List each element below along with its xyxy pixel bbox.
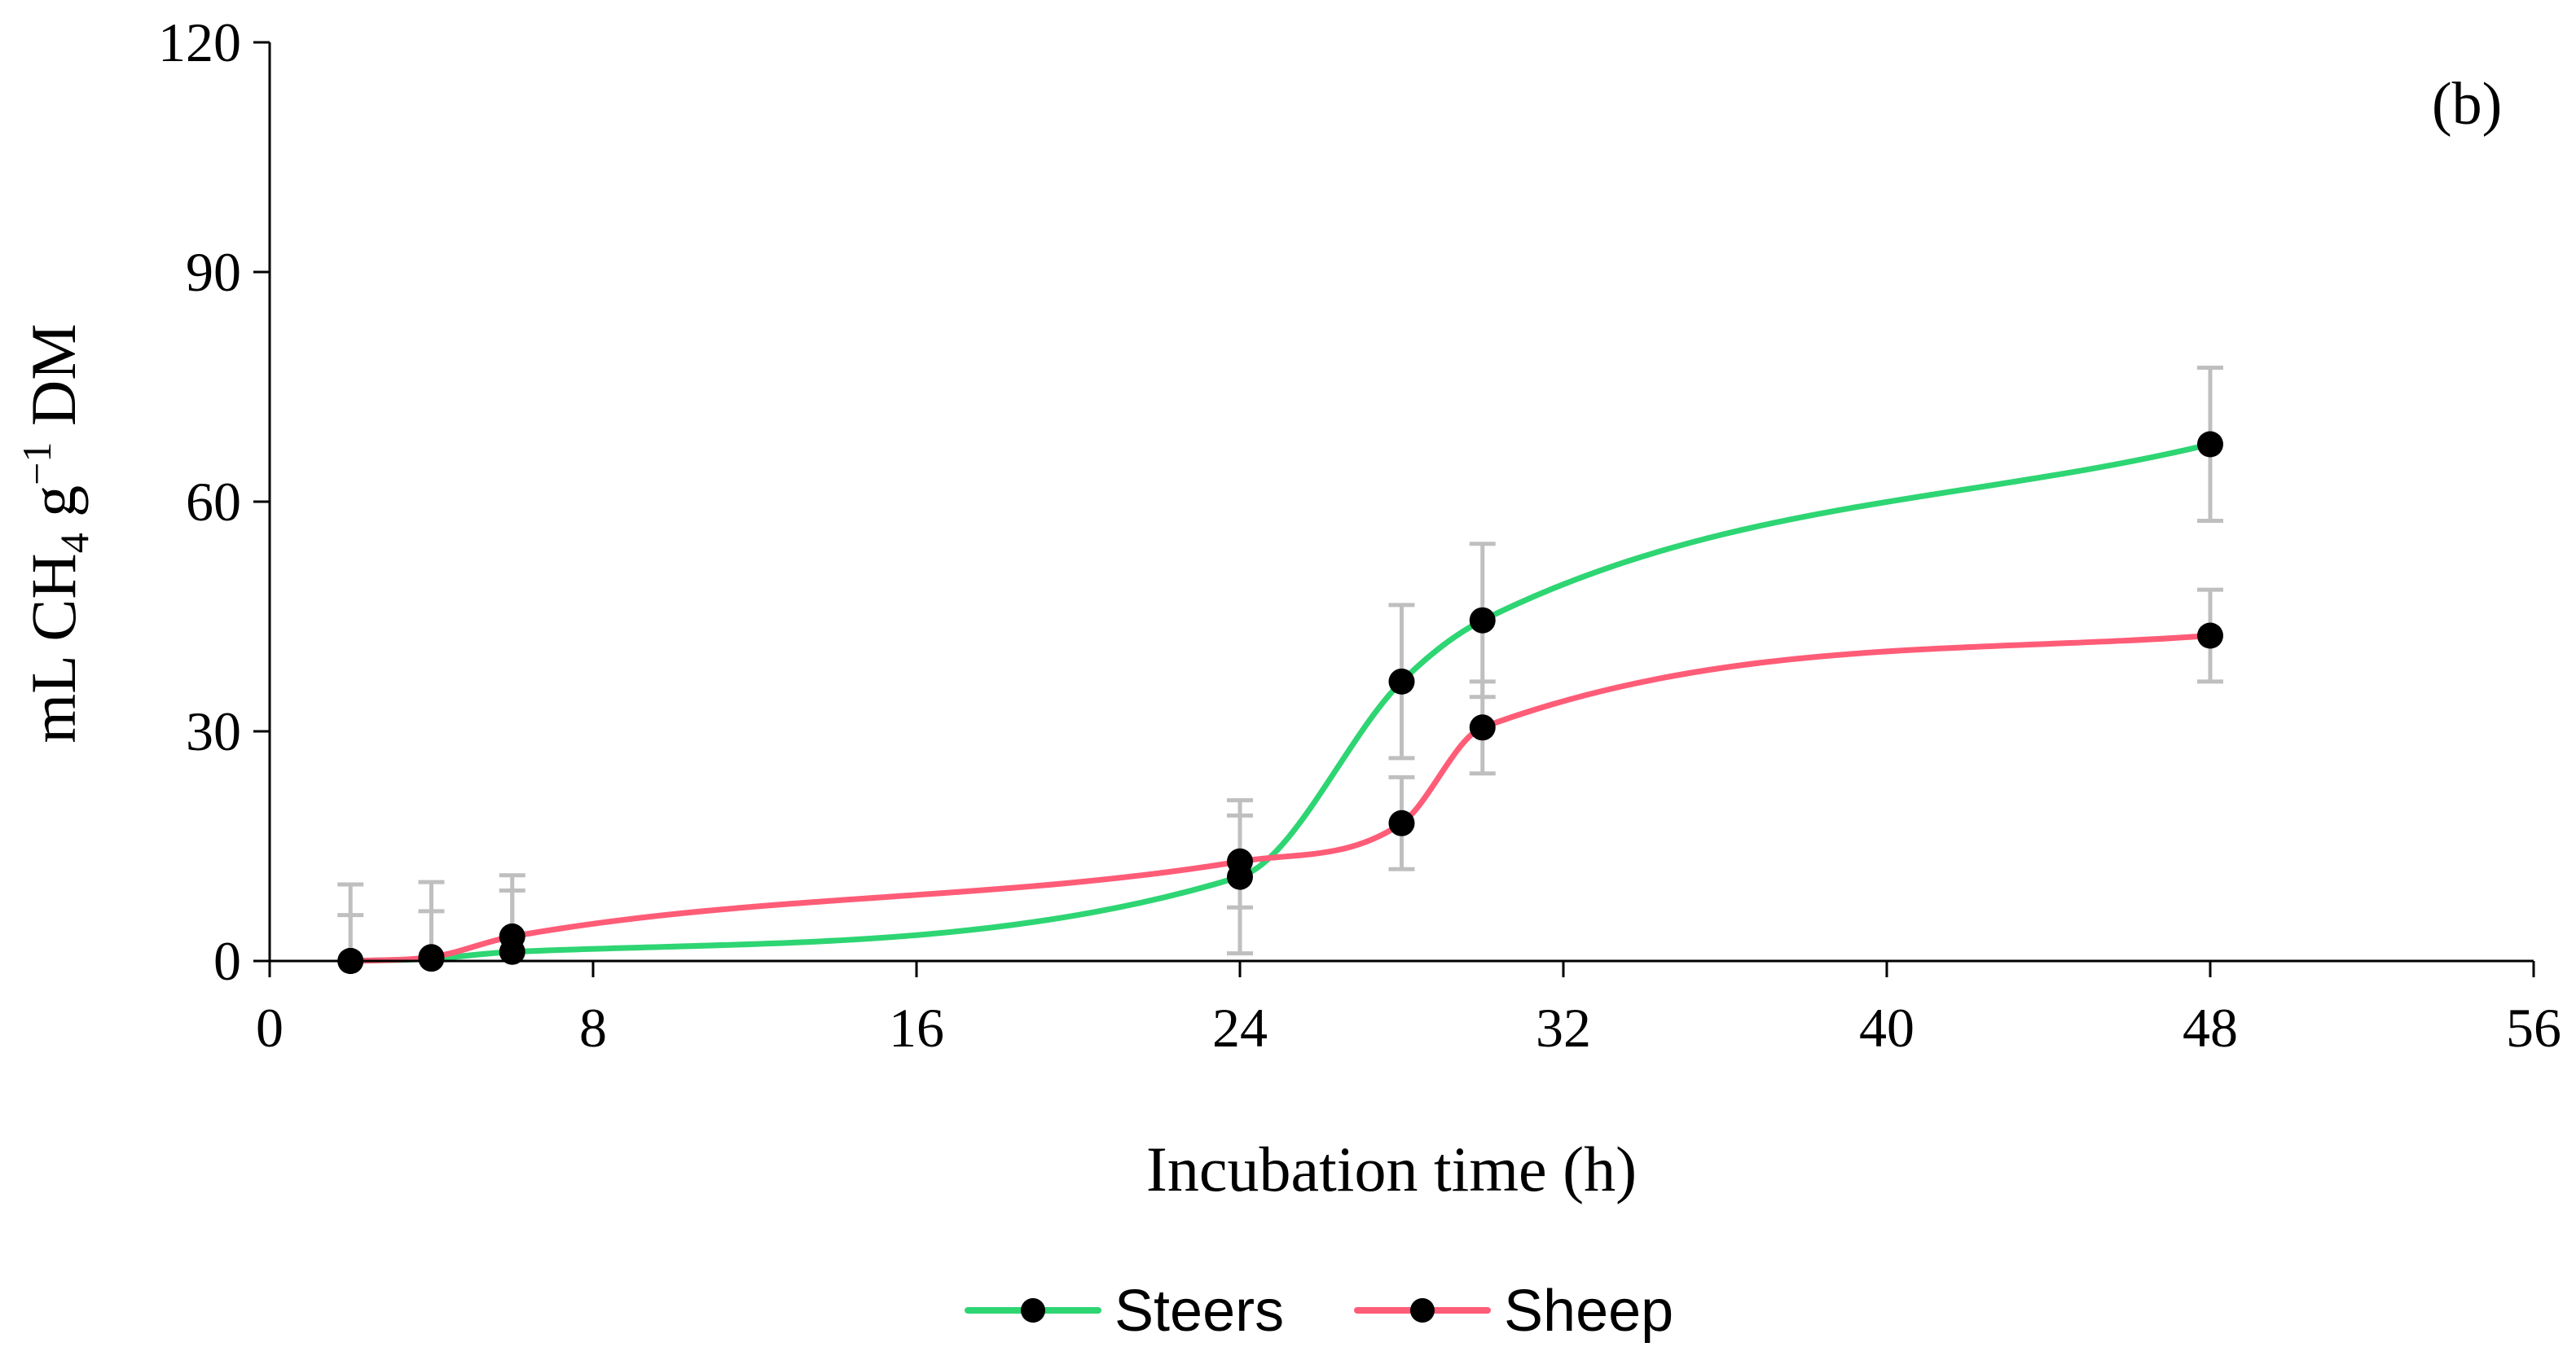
- x-tick-label: 16: [889, 997, 944, 1059]
- y-title-prefix: mL CH: [18, 553, 89, 743]
- sheep-data-point[interactable]: [499, 923, 525, 950]
- x-tick-label: 40: [1859, 997, 1914, 1059]
- y-title-suffix: DM: [18, 323, 89, 441]
- x-tick-label: 32: [1536, 997, 1591, 1059]
- y-ticks: 0 30 60 90 120: [158, 11, 270, 992]
- x-tick-label: 24: [1212, 997, 1268, 1059]
- sheep-data-point[interactable]: [2197, 622, 2223, 649]
- steers-data-point[interactable]: [2197, 431, 2223, 458]
- legend-item-sheep[interactable]: Sheep: [1354, 1279, 1673, 1344]
- y-axis-title: mL CH4 g−1 DM: [14, 323, 97, 743]
- y-tick-label: 90: [186, 241, 241, 303]
- legend-item-steers[interactable]: Steers: [965, 1279, 1284, 1344]
- sheep-data-point[interactable]: [1469, 714, 1496, 741]
- sheep-data-point[interactable]: [1227, 848, 1253, 875]
- x-tick-label: 8: [579, 997, 607, 1059]
- legend-steers-marker: [1021, 1298, 1045, 1323]
- steers-series-line: [350, 441, 2211, 964]
- y-tick-label: 0: [213, 930, 241, 992]
- series-markers: [337, 431, 2223, 974]
- x-ticks: 0 8 16 24 32 40 48 56: [256, 961, 2561, 1059]
- x-axis-title: Incubation time (h): [1146, 1134, 1637, 1204]
- x-tick-label: 0: [256, 997, 284, 1059]
- y-tick-label: 30: [186, 700, 241, 762]
- x-tick-label: 56: [2506, 997, 2561, 1059]
- y-title-middle: g: [18, 485, 89, 533]
- sheep-data-point[interactable]: [418, 944, 445, 971]
- steers-data-point[interactable]: [1469, 607, 1496, 634]
- steers-data-point[interactable]: [1388, 668, 1415, 695]
- axes: 0 8 16 24 32 40 48 56 0 30 60 90 120: [158, 11, 2561, 1059]
- legend-sheep-label: Sheep: [1504, 1279, 1673, 1344]
- sheep-series-line: [350, 633, 2211, 964]
- legend-steers-label: Steers: [1114, 1279, 1284, 1344]
- series-lines: [350, 441, 2211, 964]
- y-title-subscript: 4: [51, 533, 97, 553]
- y-tick-label: 60: [186, 471, 241, 533]
- sheep-data-point[interactable]: [1388, 810, 1415, 836]
- error-bars: [337, 366, 2223, 961]
- legend-sheep-marker: [1410, 1298, 1435, 1323]
- y-tick-label: 120: [158, 11, 241, 73]
- y-title-superscript: −1: [14, 442, 59, 485]
- legend: Steers Sheep: [965, 1279, 1673, 1344]
- x-tick-label: 48: [2183, 997, 2238, 1059]
- panel-label: (b): [2432, 71, 2502, 138]
